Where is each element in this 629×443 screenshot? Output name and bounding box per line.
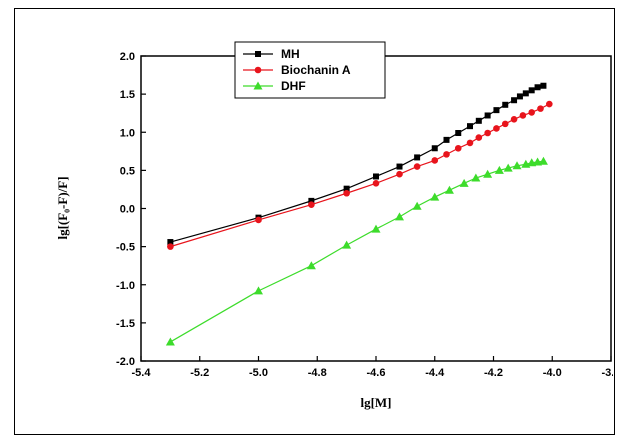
data-point	[342, 240, 352, 249]
series-circle	[167, 100, 553, 250]
legend-marker	[253, 81, 263, 90]
data-point	[534, 84, 541, 91]
data-point	[343, 189, 350, 197]
data-point	[510, 115, 518, 123]
figure-frame: -5.4 -5.2 -5.0 -4.8 -4.6 -4.4 -4.2 -4.0 -3.8 2.0…	[14, 8, 615, 435]
x-axis-title: lg[M]	[360, 395, 391, 410]
x-tick-label: -3.8	[602, 367, 613, 379]
data-point	[308, 201, 315, 208]
y-tick-label: 0.0	[120, 204, 135, 216]
series-layer	[165, 82, 553, 346]
data-point	[343, 185, 350, 192]
data-point	[396, 163, 403, 170]
legend-item: MH	[243, 47, 300, 61]
y-tick-label: 0.5	[120, 165, 135, 177]
data-point	[528, 87, 535, 94]
x-tick-label: -4.4	[425, 367, 445, 379]
data-point	[459, 178, 469, 187]
data-point	[503, 163, 513, 172]
x-tick-label: -4.2	[484, 367, 503, 379]
series-triangle	[165, 156, 548, 346]
x-axis: -5.4 -5.2 -5.0 -4.8 -4.6 -4.4 -4.2 -4.0 -3.8	[132, 356, 613, 379]
data-point	[471, 173, 481, 182]
y-tick-label: -2.0	[116, 356, 135, 368]
data-point	[512, 161, 522, 170]
data-point	[167, 239, 174, 246]
data-point	[502, 101, 509, 108]
y-axis-title: lg[(F₀-F)/F]	[55, 176, 70, 239]
plot-area	[140, 55, 612, 362]
y-tick-label: -1.5	[116, 318, 135, 330]
data-point	[511, 97, 518, 104]
x-tick-label: -5.2	[190, 367, 209, 379]
data-point	[493, 125, 500, 132]
data-point	[493, 107, 500, 114]
y-axis: 2.0 1.5 1.0 0.5 0.0 -0.5 -1.0 -1.5 -2.0	[116, 51, 146, 368]
data-point	[167, 243, 174, 250]
data-point	[538, 156, 548, 165]
data-point	[412, 201, 422, 210]
data-point	[443, 136, 450, 143]
data-point	[395, 212, 404, 221]
data-point	[443, 151, 450, 158]
legend-item: DHF	[243, 79, 306, 93]
series-line	[170, 160, 544, 343]
data-point	[528, 109, 535, 116]
data-point	[306, 261, 316, 270]
data-point	[522, 90, 529, 97]
y-tick-label: -0.5	[116, 242, 135, 254]
legend-item: Biochanin A	[243, 63, 351, 77]
x-tick-label: -5.4	[132, 367, 152, 379]
series-line	[170, 85, 544, 243]
legend-label: DHF	[281, 79, 306, 93]
data-point	[372, 180, 380, 187]
data-point	[494, 165, 504, 174]
y-tick-label: 1.0	[120, 127, 135, 139]
x-tick-label: -5.0	[249, 367, 268, 379]
data-point	[165, 337, 175, 346]
x-tick-label: -4.8	[308, 367, 327, 379]
y-tick-label: 2.0	[120, 51, 135, 63]
data-point	[540, 82, 547, 89]
series-square	[167, 82, 547, 246]
data-point	[371, 224, 381, 233]
legend-label: MH	[281, 47, 300, 61]
data-point	[519, 112, 527, 119]
data-point	[466, 139, 474, 147]
data-point	[454, 144, 462, 152]
data-point	[475, 134, 483, 141]
data-point	[455, 130, 462, 137]
data-point	[373, 173, 379, 180]
y-tick-label: -1.0	[116, 280, 135, 292]
data-point	[546, 100, 553, 108]
data-point	[484, 112, 491, 119]
legend: MH Biochanin A DHF	[234, 41, 386, 99]
data-point	[516, 93, 523, 100]
data-point	[308, 197, 315, 204]
data-point	[484, 129, 491, 137]
data-point	[431, 145, 438, 152]
data-point	[501, 120, 509, 128]
chart-svg: -5.4 -5.2 -5.0 -4.8 -4.6 -4.4 -4.2 -4.0 -3.8 2.0…	[55, 41, 613, 410]
legend-marker	[254, 66, 262, 74]
data-point	[396, 170, 403, 178]
data-point	[413, 163, 421, 170]
data-point	[431, 157, 439, 164]
legend-label: Biochanin A	[281, 63, 351, 77]
x-tick-label: -4.0	[543, 367, 562, 379]
legend-marker	[255, 51, 261, 57]
y-tick-label: 1.5	[120, 89, 135, 101]
data-point	[444, 185, 454, 194]
data-point	[537, 105, 544, 112]
data-point	[254, 286, 263, 295]
data-point	[483, 169, 493, 178]
data-point	[255, 216, 262, 224]
x-tick-label: -4.6	[367, 367, 386, 379]
data-point	[414, 154, 421, 161]
series-line	[170, 103, 550, 248]
data-point	[430, 192, 440, 201]
data-point	[475, 117, 482, 124]
data-point	[467, 123, 473, 130]
